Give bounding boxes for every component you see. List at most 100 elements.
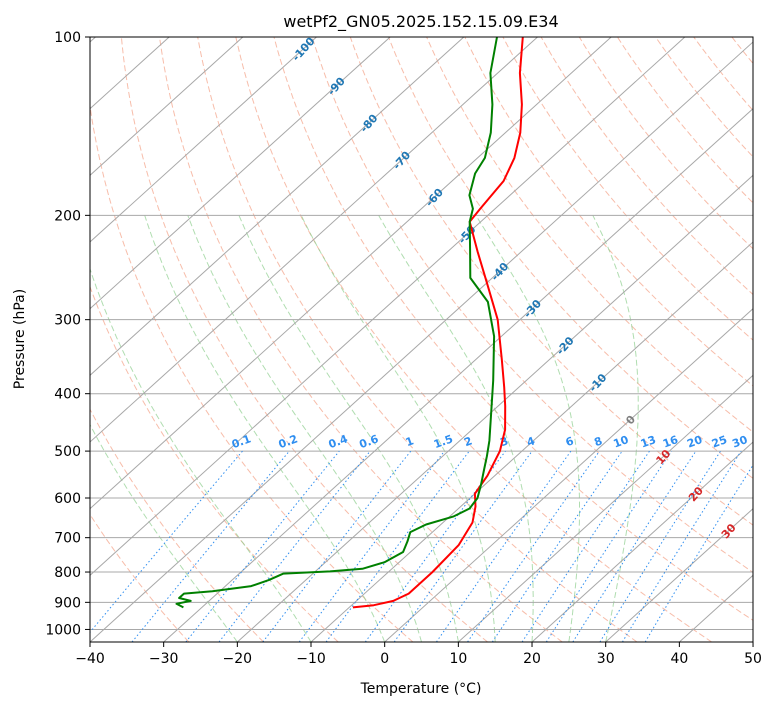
mixing-ratio-line xyxy=(621,450,742,642)
dry-adiabat xyxy=(197,37,638,642)
isotherm-line xyxy=(90,37,612,510)
x-tick-label: −30 xyxy=(149,651,179,667)
mixing-ratio-label: 10 xyxy=(612,433,631,451)
x-tick-label: 20 xyxy=(523,651,541,667)
moist-adiabat xyxy=(592,215,639,642)
mixing-ratio-line xyxy=(545,450,673,642)
moist-adiabat xyxy=(90,423,238,642)
y-tick-label: 700 xyxy=(54,531,81,547)
moist-adiabat xyxy=(378,215,534,642)
dry-adiabat xyxy=(90,513,190,642)
mixing-ratio-label: 30 xyxy=(730,433,749,451)
y-tick-label: 800 xyxy=(54,565,81,581)
dry-adiabat xyxy=(616,37,753,204)
x-tick-label: 50 xyxy=(744,651,762,667)
isotherm-line xyxy=(163,107,753,642)
dry-adiabat xyxy=(235,37,712,642)
mixing-ratio-line xyxy=(644,464,753,642)
x-tick-label: 10 xyxy=(449,651,467,667)
mixing-ratio-label: 16 xyxy=(661,433,680,451)
x-tick-label: 0 xyxy=(380,651,389,667)
chart-title: wetPf2_GN05.2025.152.15.09.E34 xyxy=(283,12,558,32)
isotherm-line xyxy=(458,374,753,642)
profiles xyxy=(175,37,524,609)
isotherm-line xyxy=(90,41,753,642)
mixing-ratio-line xyxy=(572,450,697,642)
mixing-ratio-label: 0.2 xyxy=(277,432,300,451)
plot-frame xyxy=(89,36,754,643)
y-tick-label: 300 xyxy=(54,313,81,329)
dry-adiabat xyxy=(578,37,753,250)
mixing-ratio-line xyxy=(262,450,412,642)
temperature-profile xyxy=(352,37,524,609)
isotherm-line xyxy=(384,308,753,642)
dry-adiabat xyxy=(159,37,563,642)
dewpoint-profile xyxy=(175,37,498,609)
isotherm-label: -100 xyxy=(290,35,318,64)
y-tick-label: 900 xyxy=(54,595,81,611)
y-axis-title: Pressure (hPa) xyxy=(12,289,28,389)
x-axis-title: Temperature (°C) xyxy=(360,681,482,697)
mixing-ratio-label: 2 xyxy=(462,434,474,449)
mixing-ratio-line xyxy=(393,450,533,642)
y-tick-label: 1000 xyxy=(45,622,81,638)
isotherm-line xyxy=(531,441,753,642)
isotherm-line xyxy=(90,37,686,577)
mixing-ratio-line xyxy=(218,450,371,642)
x-tick-label: −40 xyxy=(75,651,105,667)
isotherm-line xyxy=(90,37,465,376)
dry-adiabat xyxy=(464,37,753,387)
dry-adiabat xyxy=(388,37,753,479)
mixing-ratio-line xyxy=(90,450,243,634)
mixing-ratio-label: 20 xyxy=(685,433,704,451)
isotherm-line xyxy=(752,641,753,642)
mixing-ratio-label: 36 xyxy=(751,433,770,451)
isotherm-line xyxy=(90,37,538,443)
moist-adiabat xyxy=(187,215,422,642)
mixing-ratio-label: 25 xyxy=(710,433,729,450)
mixing-ratio-label: 6 xyxy=(564,434,576,449)
dry-adiabat xyxy=(349,37,753,526)
moist-adiabat xyxy=(90,267,312,642)
y-tick-label: 200 xyxy=(54,208,81,224)
dry-adiabat xyxy=(90,285,339,642)
mixing-ratio-line xyxy=(131,450,290,642)
mixing-ratio-label: 0.1 xyxy=(230,432,253,451)
x-tick-label: −10 xyxy=(296,651,326,667)
moist-adiabat xyxy=(238,215,459,642)
mixing-ratio-label: 1.5 xyxy=(432,432,455,451)
isotherm-line xyxy=(90,37,244,176)
dry-adiabat xyxy=(770,37,775,642)
dry-adiabat xyxy=(502,37,753,341)
y-tick-label: 500 xyxy=(54,444,81,460)
mixing-ratio-label: 8 xyxy=(592,434,604,449)
isotherm-line xyxy=(310,241,753,642)
mixing-ratio-line xyxy=(435,450,572,642)
dry-adiabat xyxy=(655,37,753,158)
isotherm-line xyxy=(90,37,391,310)
moist-adiabat xyxy=(144,215,386,642)
mixing-ratio-label: 0.6 xyxy=(358,432,381,451)
y-tick-label: 600 xyxy=(54,491,81,507)
isotherm-label: 40 xyxy=(752,558,772,578)
mixing-ratio-line xyxy=(467,450,600,642)
y-tick-label: 400 xyxy=(54,387,81,403)
isotherm-line xyxy=(90,37,317,243)
dry-adiabat xyxy=(311,37,753,574)
mixing-ratio-line xyxy=(599,450,722,642)
dry-adiabat xyxy=(90,408,264,642)
mixing-ratio-label: 13 xyxy=(639,433,658,450)
line-labels: 0.1 0.2 0.4 0.6 1 1.5 2 3 4 6 8 10 13 16 20 25 30 36-100-… xyxy=(230,35,772,578)
axes: −40 −30 −20 −10 0 10 20 30 40 50 1000 900 800 700 600 5… xyxy=(45,30,762,667)
isotherm-line xyxy=(605,508,753,642)
x-tick-label: −20 xyxy=(223,651,253,667)
background-lines xyxy=(90,37,775,642)
x-tick-label: 30 xyxy=(597,651,615,667)
y-tick-label: 100 xyxy=(54,30,81,46)
dry-adiabat xyxy=(120,37,488,642)
mixing-ratio-line xyxy=(185,450,340,642)
mixing-ratio-line xyxy=(491,450,623,642)
mixing-ratio-label: 4 xyxy=(525,434,537,449)
x-tick-label: 40 xyxy=(670,651,688,667)
